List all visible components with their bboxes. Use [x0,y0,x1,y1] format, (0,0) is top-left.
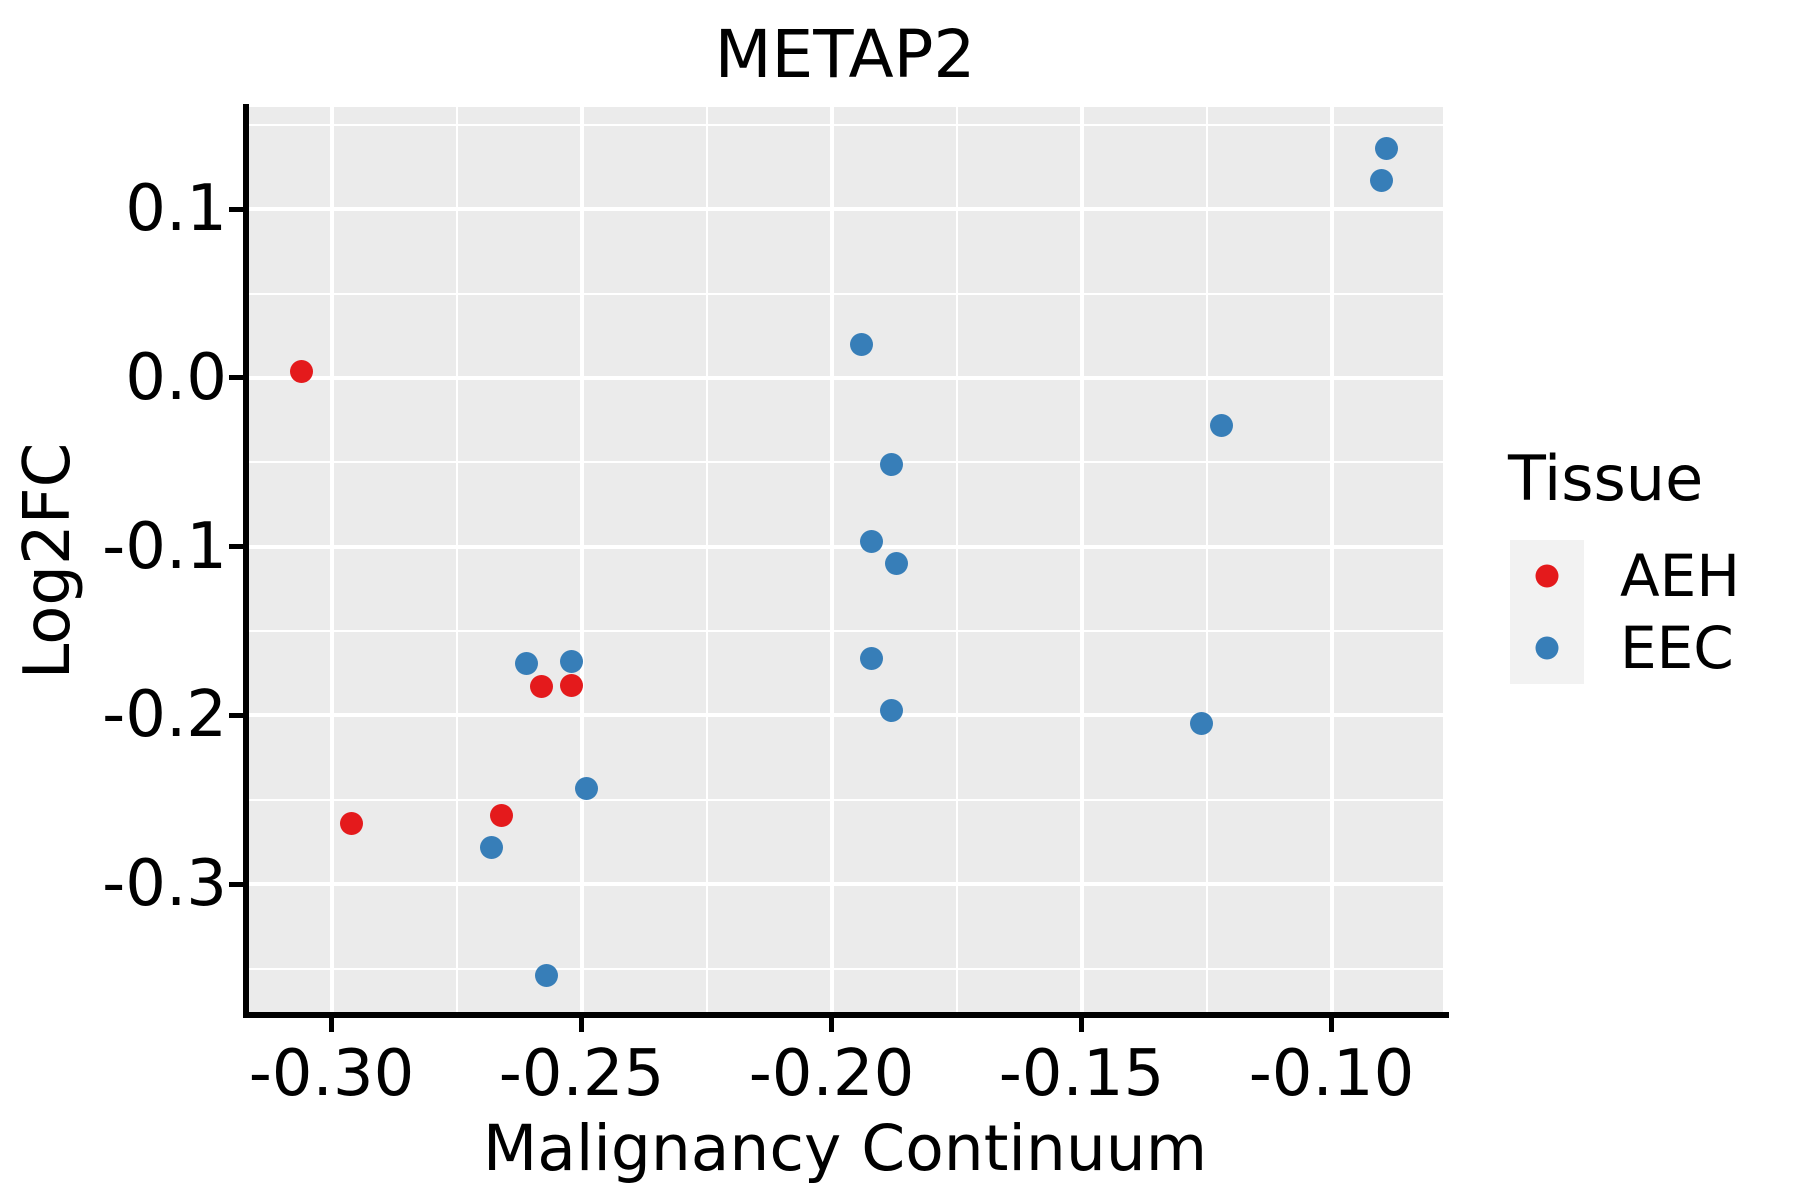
legend-dot-eec [1535,636,1559,660]
data-point-eec [880,452,903,476]
gridline-major-h [247,882,1443,887]
data-point-eec [860,646,883,670]
plot-title: METAP2 [714,16,976,93]
data-point-eec [850,332,873,356]
data-point-eec [480,835,503,859]
data-point-aeh [340,811,363,835]
gridline-major-v [1079,107,1084,1015]
axis-line-x [243,1012,1449,1018]
gridline-major-v [829,107,834,1015]
y-tick-label: -0.2 [102,678,227,753]
y-tick-label: 0.1 [125,172,227,247]
data-point-aeh [530,675,553,699]
gridline-minor-v [1205,107,1208,1015]
gridline-major-v [1329,107,1334,1015]
gridline-minor-h [247,967,1443,970]
gridline-minor-v [955,107,958,1015]
data-point-eec [1210,413,1233,437]
y-tick-mark [229,881,243,887]
data-point-eec [575,776,598,800]
gridline-minor-h [247,630,1443,633]
x-tick-mark [329,1018,334,1032]
legend-label-eec: EEC [1620,614,1734,682]
gridline-minor-h [247,461,1443,464]
y-tick-label: 0.0 [125,340,227,415]
x-tick-label: -0.10 [1248,1037,1415,1111]
gridline-major-h [247,544,1443,549]
legend-key-aeh [1510,540,1584,612]
gridline-minor-v [705,107,708,1015]
data-point-eec [880,698,903,722]
data-point-aeh [560,673,583,697]
data-point-eec [535,963,558,987]
y-tick-label: -0.3 [102,847,227,922]
x-tick-mark [579,1018,584,1032]
y-axis-label: Log2FC [11,442,85,680]
gridline-minor-h [247,123,1443,126]
x-tick-label: -0.15 [998,1037,1165,1111]
x-tick-label: -0.30 [248,1037,415,1111]
gridline-minor-h [247,292,1443,295]
y-tick-mark [229,206,243,212]
x-axis-label: Malignancy Continuum [482,1112,1208,1185]
data-point-eec [1370,169,1393,193]
data-point-eec [885,552,908,576]
data-point-eec [860,530,883,554]
y-tick-mark [229,544,243,550]
x-tick-label: -0.20 [748,1037,915,1111]
gridline-minor-h [247,798,1443,801]
x-tick-mark [1329,1018,1334,1032]
axis-line-y [243,104,249,1018]
data-point-eec [1375,137,1398,160]
gridline-minor-v [455,107,458,1015]
y-tick-label: -0.1 [102,509,227,584]
legend-dot-aeh [1535,564,1559,588]
gridline-major-h [247,375,1443,380]
data-point-eec [515,651,538,675]
data-point-eec [1190,712,1213,736]
x-tick-label: -0.25 [498,1037,665,1111]
gridline-major-v [579,107,584,1015]
data-point-aeh [290,359,313,383]
data-point-eec [560,649,583,673]
y-tick-mark [229,712,243,718]
gridline-major-h [247,713,1443,718]
x-tick-mark [1079,1018,1084,1032]
x-tick-mark [829,1018,834,1032]
gridline-major-h [247,207,1443,212]
legend-key-eec [1510,612,1584,684]
plot-panel [247,107,1443,1015]
data-point-aeh [490,803,513,827]
y-tick-mark [229,375,243,381]
legend-title: Tissue [1508,442,1704,515]
legend-label-aeh: AEH [1620,542,1740,610]
gridline-major-v [329,107,334,1015]
